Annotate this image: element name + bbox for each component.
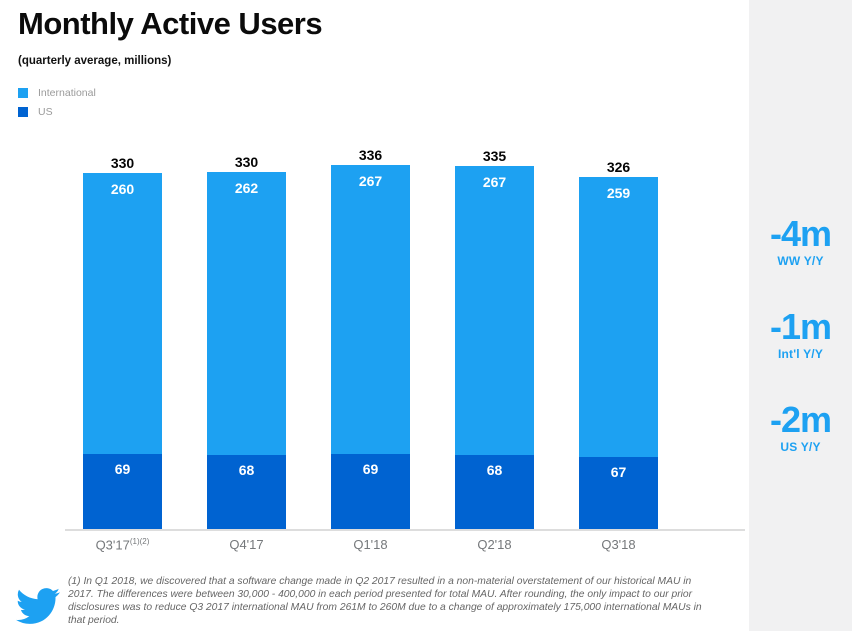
- yoy-ww: -4m WW Y/Y: [749, 213, 852, 269]
- bar-segment-us: 69: [331, 454, 410, 529]
- bar-segment-international: 267: [331, 165, 410, 454]
- x-axis-label: Q2'18: [477, 537, 512, 552]
- footnote-marker: (1)(2): [129, 537, 150, 546]
- yoy-us: -2m US Y/Y: [749, 399, 852, 455]
- yoy-intl-value: -1m: [769, 306, 832, 347]
- us-value-label: 68: [486, 462, 503, 478]
- x-axis-label: Q3'18: [601, 537, 636, 552]
- us-value-label: 69: [114, 461, 131, 477]
- mau-stacked-bar-chart: 330 260 69 Q3'17(1)(2) 330 262 68 Q4'17 336 267 69…: [65, 147, 745, 552]
- x-axis-label: Q3'17(1)(2): [95, 537, 150, 553]
- yoy-intl-label: Int'l Y/Y: [777, 347, 824, 361]
- bar-total-label: 330: [110, 155, 135, 171]
- legend-item-international: International: [18, 87, 96, 99]
- bar-group-Q4-17: 330 262 68: [207, 154, 286, 529]
- international-value-label: 260: [110, 181, 135, 197]
- international-value-label: 262: [234, 180, 259, 196]
- legend-item-us: US: [18, 106, 96, 118]
- international-value-label: 267: [358, 173, 383, 189]
- x-axis-label: Q1'18: [353, 537, 388, 552]
- international-value-label: 259: [606, 185, 631, 201]
- bar-segment-us: 69: [83, 454, 162, 529]
- bar-total-label: 336: [358, 147, 383, 163]
- x-axis-line: [65, 529, 745, 531]
- twitter-bird-logo-icon: [16, 588, 60, 624]
- bar-segment-international: 262: [207, 172, 286, 455]
- bar-group-Q3-17: 330 260 69: [83, 155, 162, 529]
- international-value-label: 267: [482, 174, 507, 190]
- us-value-label: 68: [238, 462, 255, 478]
- bar-segment-international: 260: [83, 173, 162, 454]
- bar-group-Q3-18: 326 259 67: [579, 159, 658, 529]
- yoy-us-value: -2m: [769, 399, 832, 440]
- bar-segment-international: 259: [579, 177, 658, 457]
- yoy-panel: -4m WW Y/Y -1m Int'l Y/Y -2m US Y/Y: [749, 0, 852, 631]
- page-subtitle: (quarterly average, millions): [18, 55, 172, 67]
- international-swatch-icon: [18, 88, 28, 98]
- bar-segment-us: 67: [579, 457, 658, 529]
- bar-total-label: 335: [482, 148, 507, 164]
- footnote-text: (1) In Q1 2018, we discovered that a sof…: [68, 576, 702, 626]
- us-swatch-icon: [18, 107, 28, 117]
- legend-label: International: [38, 87, 96, 99]
- bar-group-Q1-18: 336 267 69: [331, 147, 410, 529]
- us-value-label: 67: [610, 464, 627, 480]
- yoy-ww-value: -4m: [769, 213, 832, 254]
- bar-segment-us: 68: [207, 455, 286, 529]
- bar-group-Q2-18: 335 267 68: [455, 148, 534, 529]
- x-axis-label: Q4'17: [229, 537, 264, 552]
- yoy-intl: -1m Int'l Y/Y: [749, 306, 852, 362]
- bar-segment-us: 68: [455, 455, 534, 529]
- yoy-ww-label: WW Y/Y: [777, 254, 824, 268]
- bar-total-label: 326: [606, 159, 631, 175]
- bar-segment-international: 267: [455, 166, 534, 455]
- bar-total-label: 330: [234, 154, 259, 170]
- page-title: Monthly Active Users: [18, 6, 323, 41]
- chart-legend: International US: [18, 87, 96, 125]
- us-value-label: 69: [362, 461, 379, 477]
- yoy-us-label: US Y/Y: [780, 440, 821, 454]
- legend-label: US: [38, 106, 53, 118]
